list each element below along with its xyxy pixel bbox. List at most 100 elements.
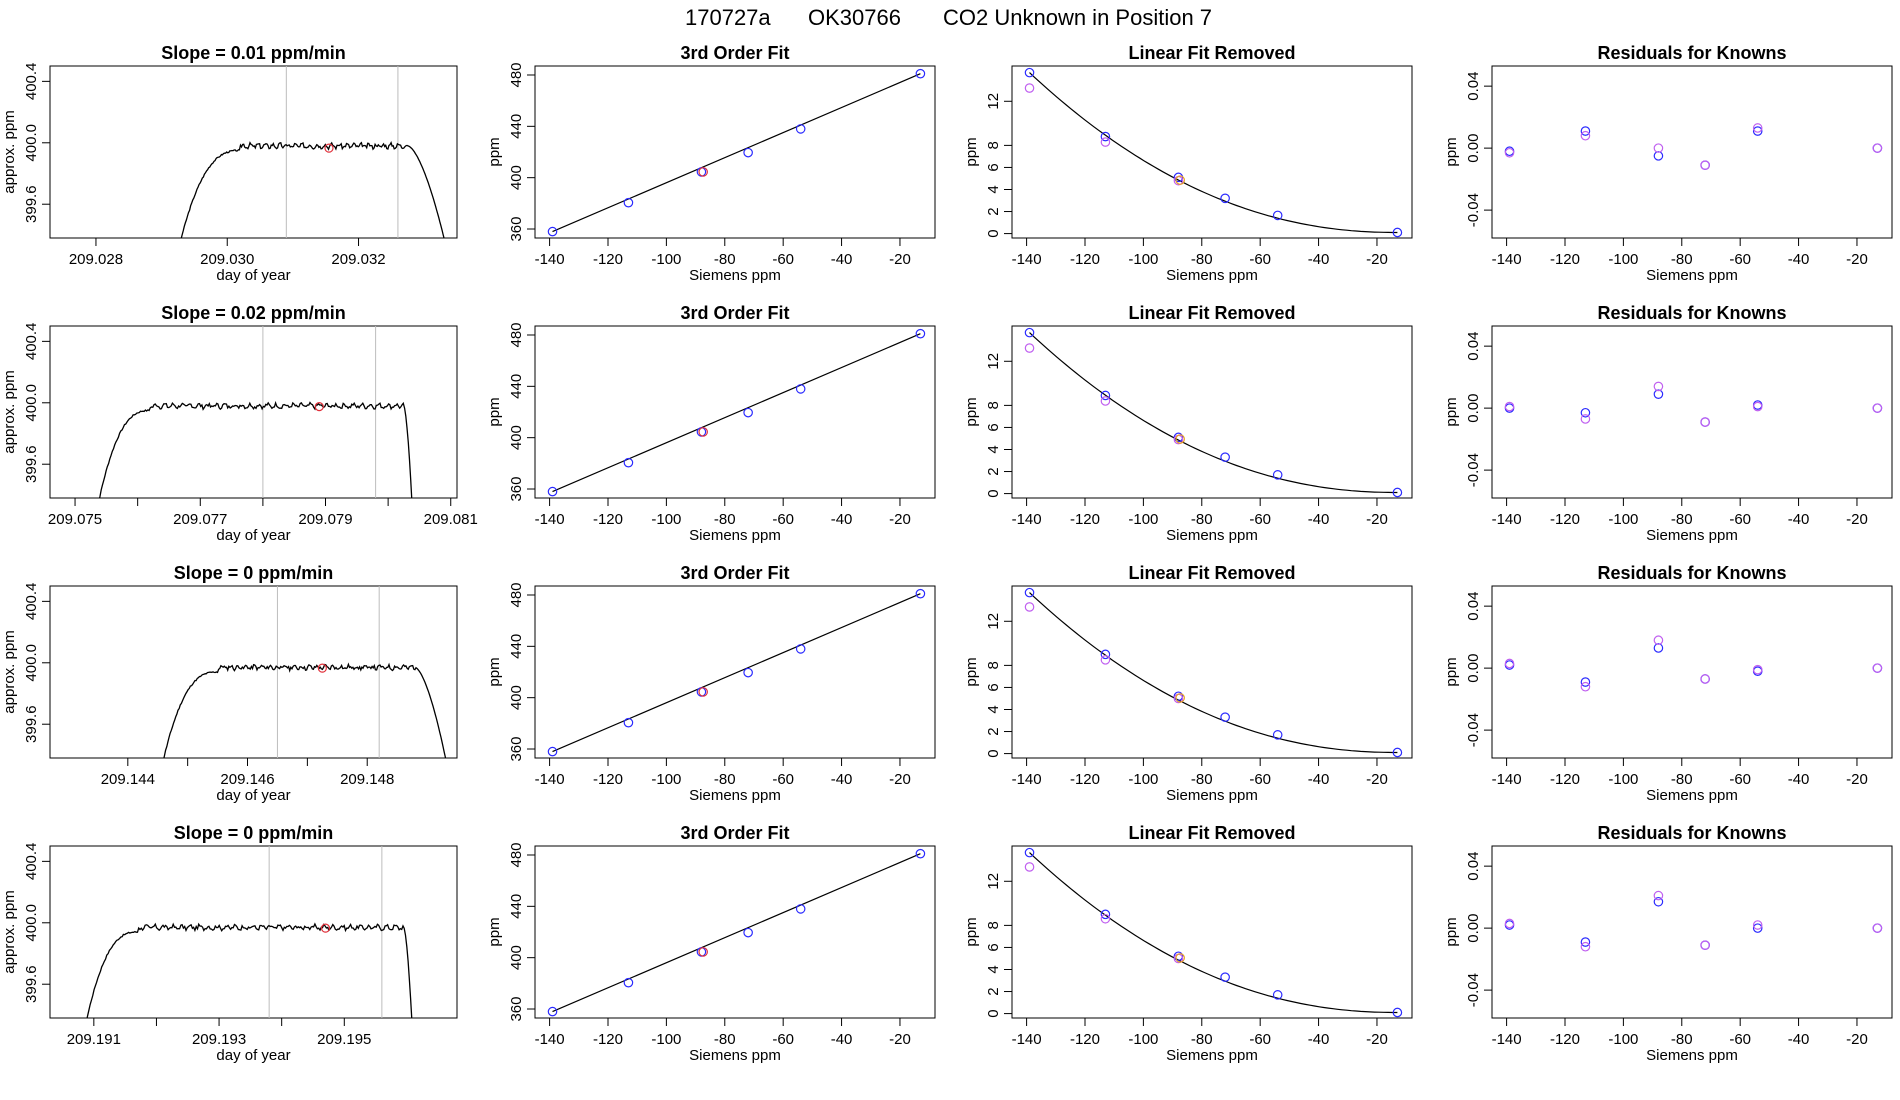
data-point-violet	[1752, 920, 1763, 930]
y-tick-label: -0.04	[1465, 193, 1482, 227]
x-tick-label: -60	[1249, 1031, 1271, 1048]
panel-title: Slope = 0.02 ppm/min	[161, 303, 346, 323]
x-tick-label: -100	[651, 771, 681, 788]
x-tick-label: -60	[1249, 251, 1271, 268]
data-point-blue	[915, 588, 926, 599]
x-tick-label: -20	[1846, 771, 1868, 788]
x-tick-label: -20	[1366, 251, 1388, 268]
x-tick-label: -120	[593, 1031, 623, 1048]
plot-content	[163, 586, 447, 758]
y-axis-label: approx. ppm	[1, 370, 18, 453]
x-tick-label: 209.144	[101, 771, 155, 788]
data-point-violet	[1653, 381, 1664, 392]
y-tick-label: 399.6	[23, 965, 40, 1003]
x-axis-label: day of year	[216, 787, 290, 804]
x-tick-label: -120	[593, 251, 623, 268]
plot-frame	[1011, 65, 1413, 239]
x-axis-label: Siemens ppm	[689, 527, 781, 544]
data-point-violet	[1024, 343, 1035, 353]
panel-r2-c3: Linear Fit Removed -140 -120 -100 -80 -60 -40 -…	[963, 303, 1413, 544]
x-tick-label: -40	[831, 771, 853, 788]
x-tick-label: -40	[831, 251, 853, 268]
x-tick-label: -120	[1550, 771, 1580, 788]
data-point-blue	[547, 226, 558, 237]
data-point-violet	[1504, 918, 1515, 929]
y-tick-label: 0.04	[1465, 332, 1482, 361]
panel-r1-c4: Residuals for Knowns -140 -120 -100 -80 -60 -4…	[1443, 43, 1893, 284]
x-tick-label: -120	[1070, 511, 1100, 528]
plot-content	[547, 328, 926, 497]
x-tick-label: -80	[714, 1031, 736, 1048]
x-tick-label: -80	[1191, 251, 1213, 268]
y-tick-label: 2	[985, 987, 1002, 995]
data-point-blue	[1024, 67, 1035, 78]
x-tick-label: -20	[1366, 771, 1388, 788]
x-tick-label: -40	[1788, 1031, 1810, 1048]
data-point-blue	[1653, 389, 1664, 399]
y-tick-label: -0.04	[1465, 973, 1482, 1007]
data-point-violet	[1872, 143, 1883, 153]
data-point-violet	[1653, 890, 1664, 901]
plot-frame	[1011, 845, 1413, 1019]
x-tick-label: -40	[831, 511, 853, 528]
x-tick-label: -80	[1191, 1031, 1213, 1048]
data-point-blue	[915, 848, 926, 859]
panel-title: Linear Fit Removed	[1128, 563, 1295, 583]
y-tick-label: 4	[985, 445, 1002, 453]
y-axis-label: ppm	[486, 137, 503, 166]
x-tick-label: -60	[1729, 511, 1751, 528]
plot-content	[86, 846, 413, 1018]
y-tick-label: 6	[985, 683, 1002, 691]
data-point-blue	[1580, 937, 1591, 947]
y-axis-label: ppm	[486, 397, 503, 426]
data-point-blue	[1653, 151, 1664, 161]
data-point-blue	[1024, 847, 1035, 858]
fit-line	[552, 593, 921, 753]
y-axis-label: ppm	[1443, 917, 1460, 946]
y-tick-label: 8	[985, 661, 1002, 669]
x-tick-label: -80	[714, 511, 736, 528]
data-point-blue	[1752, 923, 1763, 933]
plot-content	[98, 326, 413, 498]
data-point-blue	[1100, 909, 1111, 920]
concentration-trace	[98, 400, 413, 498]
x-axis-label: Siemens ppm	[689, 1047, 781, 1064]
data-point-blue	[623, 457, 634, 468]
panel-r4-c3: Linear Fit Removed -140 -120 -100 -80 -60 -40 -…	[963, 823, 1413, 1064]
data-point-blue	[795, 904, 806, 914]
y-tick-label: 0.00	[1465, 914, 1482, 943]
data-point-red	[698, 427, 708, 437]
data-point-violet	[1100, 655, 1111, 665]
y-tick-label: 0	[985, 489, 1002, 497]
y-tick-label: 400	[508, 685, 525, 710]
data-point-violet	[1100, 396, 1111, 406]
data-point-blue	[1653, 896, 1664, 907]
x-tick-label: 209.081	[424, 511, 478, 528]
data-point-blue	[1653, 643, 1664, 653]
y-tick-label: 8	[985, 401, 1002, 409]
y-tick-label: 12	[985, 93, 1002, 110]
concentration-trace	[180, 141, 445, 238]
data-point-blue	[1024, 327, 1035, 338]
data-point-violet	[1700, 940, 1710, 950]
panel-r2-c1: Slope = 0.02 ppm/min 209.075 209.077 209.07…	[1, 303, 478, 544]
x-tick-label: -120	[593, 771, 623, 788]
x-tick-label: -40	[1308, 251, 1330, 268]
x-axis-label: Siemens ppm	[1646, 1047, 1738, 1064]
data-point-blue	[743, 667, 753, 678]
y-tick-label: 0.04	[1465, 852, 1482, 881]
plot-content	[547, 68, 926, 237]
data-point-orange	[1175, 953, 1185, 963]
data-point-red	[698, 687, 708, 697]
x-tick-label: -100	[651, 511, 681, 528]
y-tick-label: 400.4	[23, 323, 40, 361]
data-point-blue	[1100, 131, 1111, 142]
data-point-violet	[1024, 83, 1035, 93]
data-point-blue	[1392, 747, 1403, 758]
data-point-orange	[1175, 693, 1185, 703]
x-axis-label: Siemens ppm	[1646, 527, 1738, 544]
concentration-trace	[163, 662, 447, 758]
y-tick-label: 12	[985, 353, 1002, 370]
y-tick-label: 400.0	[23, 384, 40, 422]
